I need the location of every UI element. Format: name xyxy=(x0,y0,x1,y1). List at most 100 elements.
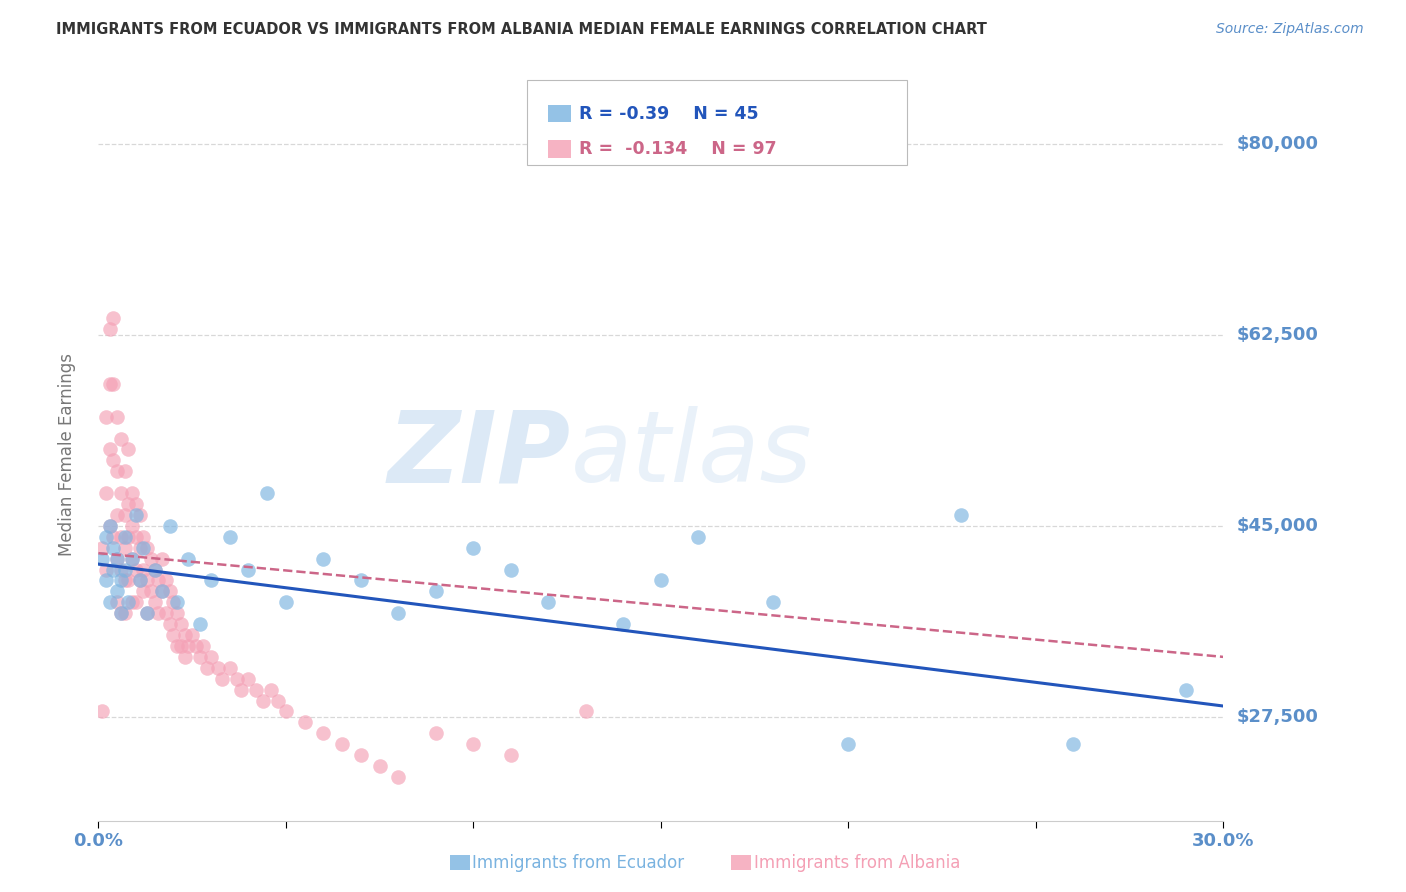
Point xyxy=(238,563,260,577)
Point xyxy=(117,442,139,457)
Point xyxy=(105,584,128,599)
Point xyxy=(121,519,143,533)
Point xyxy=(114,464,136,478)
Point xyxy=(110,432,132,446)
Point xyxy=(1174,682,1197,697)
Point xyxy=(155,606,177,620)
Point xyxy=(159,617,181,632)
Point xyxy=(139,584,162,599)
Point xyxy=(125,563,148,577)
Point xyxy=(211,672,233,686)
Point xyxy=(98,322,121,336)
Point xyxy=(274,705,297,719)
Text: IMMIGRANTS FROM ECUADOR VS IMMIGRANTS FROM ALBANIA MEDIAN FEMALE EARNINGS CORREL: IMMIGRANTS FROM ECUADOR VS IMMIGRANTS FR… xyxy=(56,22,987,37)
Point xyxy=(207,661,229,675)
Point xyxy=(98,519,121,533)
Point xyxy=(148,606,170,620)
Point xyxy=(499,563,522,577)
Point xyxy=(837,737,859,751)
Point xyxy=(110,486,132,500)
Point xyxy=(114,563,136,577)
Text: Source: ZipAtlas.com: Source: ZipAtlas.com xyxy=(1216,22,1364,37)
Point xyxy=(136,606,159,620)
Point xyxy=(132,541,155,555)
Point xyxy=(139,551,162,566)
Point xyxy=(94,530,117,544)
Point xyxy=(499,748,522,763)
Text: R =  -0.134    N = 97: R = -0.134 N = 97 xyxy=(579,140,778,158)
Text: Immigrants from Albania: Immigrants from Albania xyxy=(754,854,960,871)
Point xyxy=(128,574,150,588)
Point xyxy=(200,574,222,588)
Point xyxy=(330,737,353,751)
Point xyxy=(612,617,634,632)
Point xyxy=(166,606,188,620)
Point xyxy=(128,574,150,588)
Point xyxy=(274,595,297,609)
Point xyxy=(188,649,211,664)
Point xyxy=(218,661,240,675)
Point xyxy=(105,551,128,566)
Text: Immigrants from Ecuador: Immigrants from Ecuador xyxy=(472,854,685,871)
Point xyxy=(159,584,181,599)
Point xyxy=(136,541,159,555)
Point xyxy=(143,563,166,577)
Point xyxy=(117,530,139,544)
Point xyxy=(143,563,166,577)
Point xyxy=(267,693,290,707)
Point xyxy=(762,595,785,609)
Point xyxy=(105,508,128,522)
Point xyxy=(114,530,136,544)
Point xyxy=(103,563,125,577)
Text: ZIP: ZIP xyxy=(388,407,571,503)
Point xyxy=(177,551,200,566)
Text: R = -0.39    N = 45: R = -0.39 N = 45 xyxy=(579,104,759,122)
Point xyxy=(245,682,267,697)
Point xyxy=(150,584,173,599)
Point xyxy=(387,770,409,784)
Point xyxy=(121,551,143,566)
Point xyxy=(260,682,283,697)
Point xyxy=(312,551,335,566)
Point xyxy=(177,639,200,653)
Point xyxy=(91,541,114,555)
Point xyxy=(136,574,159,588)
Point xyxy=(226,672,249,686)
Point xyxy=(132,584,155,599)
Text: $27,500: $27,500 xyxy=(1237,708,1319,726)
Point xyxy=(91,705,114,719)
Point xyxy=(117,574,139,588)
Point xyxy=(114,541,136,555)
Point xyxy=(98,442,121,457)
Point xyxy=(105,409,128,424)
Point xyxy=(173,649,195,664)
Point xyxy=(121,486,143,500)
Point xyxy=(162,628,184,642)
Point xyxy=(125,530,148,544)
Point xyxy=(98,519,121,533)
Text: $45,000: $45,000 xyxy=(1237,516,1319,535)
Point xyxy=(105,464,128,478)
Point xyxy=(229,682,252,697)
Point xyxy=(110,574,132,588)
Point xyxy=(132,530,155,544)
Point xyxy=(252,693,274,707)
Point xyxy=(170,639,193,653)
Point xyxy=(173,628,195,642)
Point xyxy=(125,497,148,511)
Point xyxy=(387,606,409,620)
Point xyxy=(98,595,121,609)
Point xyxy=(148,574,170,588)
Point xyxy=(218,530,240,544)
Point xyxy=(114,574,136,588)
Point xyxy=(128,541,150,555)
Point xyxy=(166,595,188,609)
Point xyxy=(463,737,485,751)
Text: $80,000: $80,000 xyxy=(1237,135,1319,153)
Point xyxy=(170,617,193,632)
Point xyxy=(110,563,132,577)
Point xyxy=(150,584,173,599)
Point xyxy=(103,541,125,555)
Point xyxy=(117,595,139,609)
Y-axis label: Median Female Earnings: Median Female Earnings xyxy=(58,353,76,557)
